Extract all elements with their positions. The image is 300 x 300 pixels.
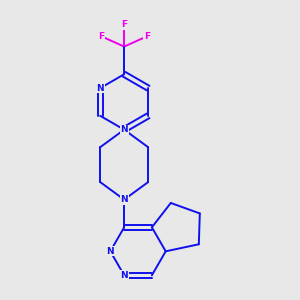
- Text: N: N: [96, 84, 104, 93]
- Text: N: N: [106, 247, 114, 256]
- Text: N: N: [120, 125, 128, 134]
- Text: F: F: [144, 32, 150, 41]
- Text: F: F: [121, 20, 127, 29]
- Text: F: F: [98, 32, 104, 41]
- Text: N: N: [120, 271, 128, 280]
- Text: N: N: [120, 195, 128, 204]
